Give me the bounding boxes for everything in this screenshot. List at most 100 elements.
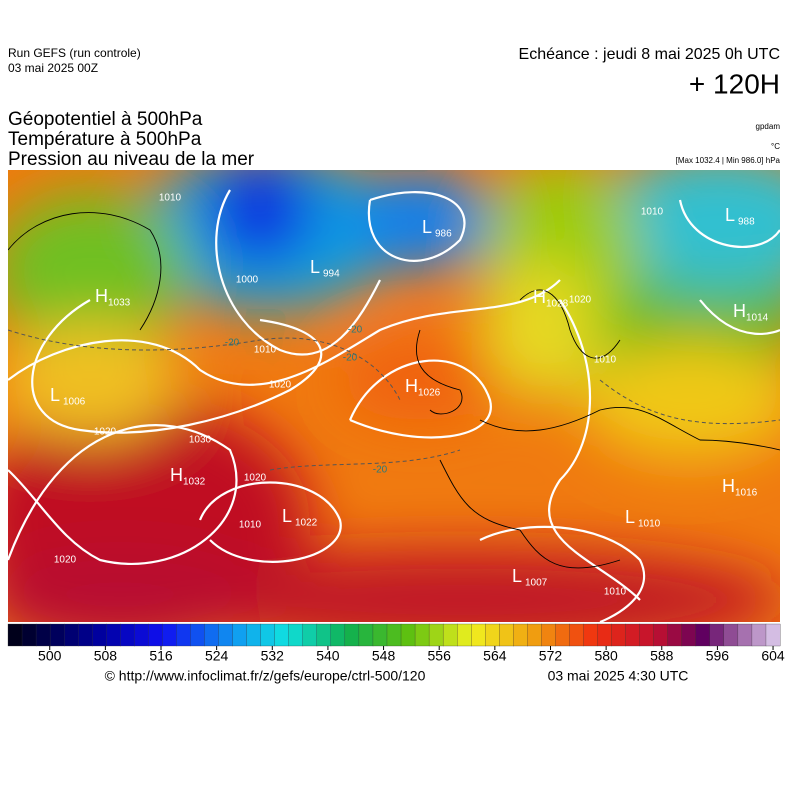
- center-pressure: 1026: [418, 388, 441, 399]
- isobar-label: 1020: [269, 380, 292, 391]
- colorbar-swatch: [190, 623, 205, 647]
- center-pressure: 1022: [295, 518, 318, 529]
- colorbar-swatch: [597, 623, 613, 647]
- lead-time: + 120H: [689, 68, 780, 99]
- unit: °C: [771, 142, 780, 151]
- colorbar: 500 508 516 524 532 540 548 556 564 572 580 588 596 6…: [7, 623, 785, 664]
- colorbar-swatch: [569, 623, 584, 647]
- colorbar-swatch: [751, 623, 767, 647]
- center-kind: H: [733, 301, 746, 321]
- center-pressure: 1006: [63, 397, 86, 408]
- colorbar-tick-label: 596: [706, 648, 730, 664]
- center-pressure: 1014: [746, 313, 769, 324]
- center-pressure: 1033: [108, 298, 131, 309]
- colorbar-swatch: [442, 623, 458, 647]
- colorbar-swatch: [246, 623, 262, 647]
- colorbar-swatch: [35, 623, 51, 647]
- colorbar-tick-label: 524: [205, 648, 229, 664]
- colorbar-swatch: [457, 623, 472, 647]
- center-pressure: 1032: [183, 477, 206, 488]
- title: Géopotentiel à 500hPa: [8, 109, 203, 130]
- title: Température à 500hPa: [8, 129, 202, 150]
- colorbar-swatch: [765, 623, 781, 647]
- colorbar-swatch: [302, 623, 318, 647]
- center-kind: L: [725, 205, 735, 225]
- isobar-label: 1010: [641, 207, 664, 218]
- colorbar-tick-label: 556: [428, 648, 452, 664]
- colorbar-swatch: [106, 623, 121, 647]
- colorbar-tick-label: 564: [483, 648, 507, 664]
- colorbar-swatch: [485, 623, 500, 647]
- colorbar-tick-label: 572: [539, 648, 563, 664]
- colorbar-swatch: [527, 623, 542, 647]
- colorbar-swatch: [288, 623, 304, 647]
- colorbar-swatch: [428, 623, 444, 647]
- center-pressure: 994: [323, 269, 340, 280]
- title: Pression au niveau de la mer: [8, 149, 255, 170]
- isobar-label: 1010: [239, 520, 262, 531]
- center-kind: L: [422, 217, 432, 237]
- colorbar-tick-label: 580: [594, 648, 618, 664]
- run-label: Run GEFS (run controle): [8, 46, 141, 60]
- colorbar-swatch: [218, 623, 234, 647]
- colorbar-swatch: [541, 623, 556, 647]
- colorbar-swatch: [681, 623, 697, 647]
- colorbar-swatch: [274, 623, 290, 647]
- colorbar-swatch: [386, 623, 402, 647]
- colorbar-swatch: [120, 623, 135, 647]
- isobar-label: 1000: [236, 275, 259, 286]
- isobar-label: 1030: [189, 435, 212, 446]
- colorbar-swatch: [78, 623, 93, 647]
- colorbar-swatch: [737, 623, 753, 647]
- center-pressure: 1007: [525, 578, 548, 589]
- issued: 03 mai 2025 4:30 UTC: [548, 668, 689, 684]
- colorbar-tick-label: 516: [149, 648, 173, 664]
- isobar-label: 1010: [604, 587, 627, 598]
- colorbar-swatch: [583, 623, 598, 647]
- isobar-label: 1010: [159, 193, 182, 204]
- colorbar-swatch: [400, 623, 416, 647]
- colorbar-swatch: [7, 623, 23, 647]
- colorbar-tick-label: 548: [372, 648, 396, 664]
- center-pressure: 988: [738, 217, 755, 228]
- center-pressure: 1028: [546, 299, 569, 310]
- center-kind: H: [722, 476, 735, 496]
- center-kind: H: [533, 287, 546, 307]
- temperature-label: -20: [225, 338, 240, 349]
- colorbar-swatch: [316, 623, 332, 647]
- colorbar-swatch: [204, 623, 219, 647]
- colorbar-swatch: [625, 623, 641, 647]
- colorbar-swatch: [372, 623, 388, 647]
- colorbar-tick-label: 532: [261, 648, 285, 664]
- colorbar-swatch: [176, 623, 191, 647]
- isobar-label: 1020: [244, 473, 267, 484]
- colorbar-swatch: [148, 623, 163, 647]
- isobar-label: 1010: [254, 345, 277, 356]
- colorbar-swatch: [471, 623, 486, 647]
- colorbar-swatch: [653, 623, 669, 647]
- colorbar-swatch: [344, 623, 360, 647]
- colorbar-swatch: [232, 623, 248, 647]
- isobar-label: 1020: [569, 295, 592, 306]
- isobar-label: 1020: [54, 555, 77, 566]
- unit: gpdam: [756, 122, 781, 131]
- source: © http://www.infoclimat.fr/z/gefs/europe…: [105, 668, 426, 684]
- center-kind: L: [282, 506, 292, 526]
- colorbar-swatch: [260, 623, 276, 647]
- colorbar-swatch: [414, 623, 430, 647]
- colorbar-swatch: [358, 623, 374, 647]
- temperature-label: -20: [348, 325, 363, 336]
- isobar-label: 1020: [94, 427, 117, 438]
- colorbar-swatch: [21, 623, 37, 647]
- run-date: 03 mai 2025 00Z: [8, 61, 98, 75]
- colorbar-tick-label: 540: [316, 648, 340, 664]
- center-kind: L: [310, 257, 320, 277]
- center-kind: L: [512, 566, 522, 586]
- center-kind: H: [405, 376, 418, 396]
- colorbar-tick-label: 588: [650, 648, 674, 664]
- colorbar-swatch: [63, 623, 79, 647]
- colorbar-swatch: [162, 623, 177, 647]
- colorbar-tick-label: 604: [761, 648, 785, 664]
